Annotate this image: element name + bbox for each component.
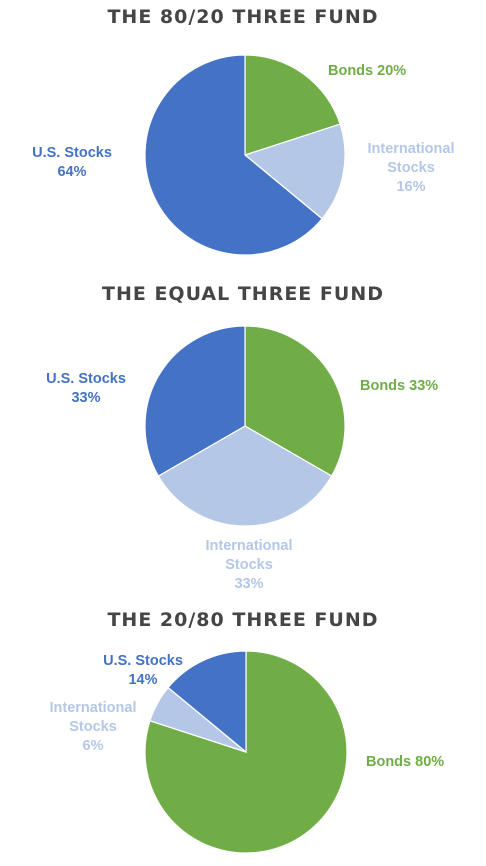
pie-slice-us-stocks xyxy=(167,650,247,754)
slice-label-line: International xyxy=(367,141,455,157)
pie-slice-us-stocks xyxy=(144,325,246,477)
slice-label-line: International xyxy=(49,700,137,716)
slice-label-line: 33% xyxy=(71,390,101,406)
slice-label-line: U.S. Stocks xyxy=(46,371,126,387)
slice-label-line: 6% xyxy=(82,738,104,754)
pie-slice-us-stocks xyxy=(144,54,323,256)
slice-label-line: U.S. Stocks xyxy=(103,653,183,669)
chart-title: THE 80/20 THREE FUND xyxy=(107,6,379,28)
slice-label-bonds: Bonds 80% xyxy=(366,753,444,772)
slice-label-line: Stocks xyxy=(225,557,273,573)
pie-slice-bonds xyxy=(244,54,341,156)
slice-label-international-stocks: International Stocks 16% xyxy=(341,140,481,197)
slice-label-bonds: Bonds 33% xyxy=(360,377,438,396)
slice-label-us-stocks: U.S. Stocks 33% xyxy=(16,370,156,408)
slice-label-line: 14% xyxy=(128,672,158,688)
slice-label-line: International xyxy=(205,538,293,554)
slice-label-line: U.S. Stocks xyxy=(32,145,112,161)
slice-label-line: Stocks xyxy=(387,160,435,176)
slice-label-line: 16% xyxy=(396,179,426,195)
slice-label-us-stocks: U.S. Stocks 64% xyxy=(2,144,142,182)
chart-title: THE 20/80 THREE FUND xyxy=(107,609,379,631)
slice-label-bonds: Bonds 20% xyxy=(328,62,406,81)
slice-label-line: Bonds 33% xyxy=(360,378,439,394)
slice-label-us-stocks: U.S. Stocks 14% xyxy=(73,652,213,690)
slice-label-line: 64% xyxy=(57,164,87,180)
slice-label-line: Bonds 80% xyxy=(366,754,445,770)
chart-title: THE EQUAL THREE FUND xyxy=(101,283,384,305)
slice-label-international-stocks: International Stocks 6% xyxy=(23,699,163,756)
pie-slice-international-stocks xyxy=(157,425,333,527)
slice-label-line: 33% xyxy=(234,576,264,592)
slice-label-line: Stocks xyxy=(69,719,117,735)
slice-label-line: Bonds 20% xyxy=(328,63,407,79)
pie-slice-bonds xyxy=(244,325,346,477)
slice-label-international-stocks: International Stocks 33% xyxy=(179,537,319,594)
pie-slice-international-stocks xyxy=(243,123,346,220)
